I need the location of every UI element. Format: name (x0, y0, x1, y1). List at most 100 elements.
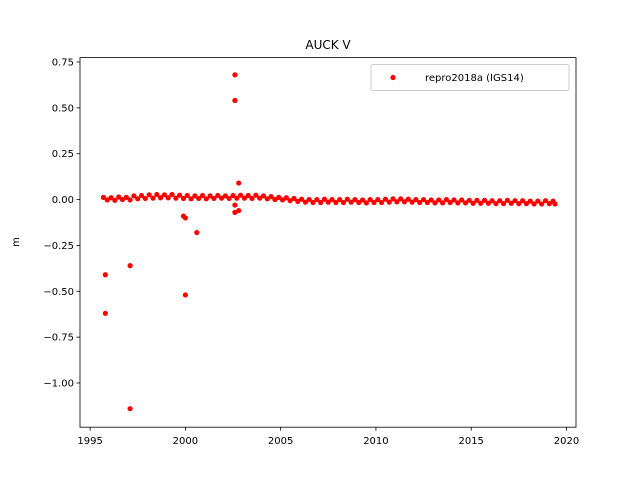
legend-label: repro2018a (IGS14) (425, 73, 524, 84)
point (182, 215, 188, 221)
point (291, 195, 297, 202)
point (359, 197, 366, 203)
point (236, 207, 242, 214)
point (119, 196, 126, 203)
point (527, 198, 533, 204)
point (398, 196, 404, 202)
point (127, 263, 133, 269)
point (348, 199, 354, 205)
point (504, 197, 511, 203)
point (428, 197, 434, 203)
point (451, 197, 457, 203)
point (196, 195, 202, 202)
point (100, 194, 107, 200)
point (192, 193, 198, 199)
point (417, 199, 423, 206)
point (443, 196, 450, 203)
point (493, 201, 499, 207)
point (177, 192, 183, 198)
point (436, 197, 442, 203)
point (367, 196, 373, 203)
y-tick-label: 0.25 (52, 149, 74, 160)
point (295, 198, 301, 205)
point (371, 199, 377, 206)
point (413, 196, 419, 203)
point (169, 191, 175, 198)
y-axis-label: m (11, 237, 22, 247)
plot-frame (79, 57, 577, 428)
point (459, 197, 465, 203)
point (215, 192, 221, 199)
point (489, 198, 495, 204)
legend-marker (390, 74, 396, 81)
point (161, 192, 168, 198)
point (340, 199, 347, 206)
point (470, 200, 476, 206)
point (508, 200, 514, 206)
point (424, 199, 430, 206)
point (535, 198, 541, 204)
point (363, 200, 369, 206)
legend-box (370, 64, 570, 91)
point (123, 194, 129, 200)
point (116, 194, 122, 200)
point (306, 196, 312, 203)
point (394, 199, 400, 205)
x-tick-label: 2000 (173, 436, 198, 447)
point (165, 195, 171, 201)
point (329, 196, 335, 203)
x-tick-label: 2015 (458, 436, 483, 447)
point (314, 196, 320, 203)
point (102, 310, 108, 316)
point (142, 195, 148, 202)
point (500, 201, 507, 207)
point (218, 195, 225, 201)
point (232, 97, 238, 104)
point (226, 195, 232, 202)
point (432, 200, 438, 206)
point (440, 200, 446, 206)
point (253, 192, 259, 198)
chart-title: AUCK V (305, 38, 351, 52)
point (325, 199, 331, 205)
point (232, 72, 238, 78)
point (272, 196, 278, 203)
point (546, 201, 552, 207)
point (299, 196, 305, 202)
point (447, 199, 453, 206)
point (184, 192, 190, 199)
point (211, 195, 217, 202)
point (112, 197, 118, 203)
point (375, 196, 381, 203)
y-tick-label: −1.00 (43, 378, 74, 389)
x-tick-label: 2020 (554, 436, 579, 447)
point (234, 195, 240, 201)
y-tick-label: 0.75 (52, 58, 74, 69)
y-tick-label: −0.25 (43, 241, 74, 252)
point (127, 406, 133, 412)
point (199, 192, 206, 199)
point (318, 199, 324, 206)
point (268, 194, 274, 200)
point (356, 199, 362, 206)
point (321, 196, 328, 202)
point (230, 192, 236, 199)
x-tick-label: 2010 (363, 436, 388, 447)
point (531, 201, 537, 207)
point (245, 192, 251, 199)
point (455, 200, 461, 206)
point (249, 195, 255, 202)
point (222, 193, 228, 199)
point (302, 199, 309, 205)
point (283, 195, 289, 201)
point (516, 201, 522, 207)
point (232, 202, 238, 208)
point (276, 194, 282, 200)
point (523, 201, 530, 207)
point (474, 197, 480, 203)
point (241, 195, 248, 201)
point (257, 195, 263, 201)
point (173, 195, 179, 201)
point (127, 197, 133, 203)
point (138, 192, 145, 199)
